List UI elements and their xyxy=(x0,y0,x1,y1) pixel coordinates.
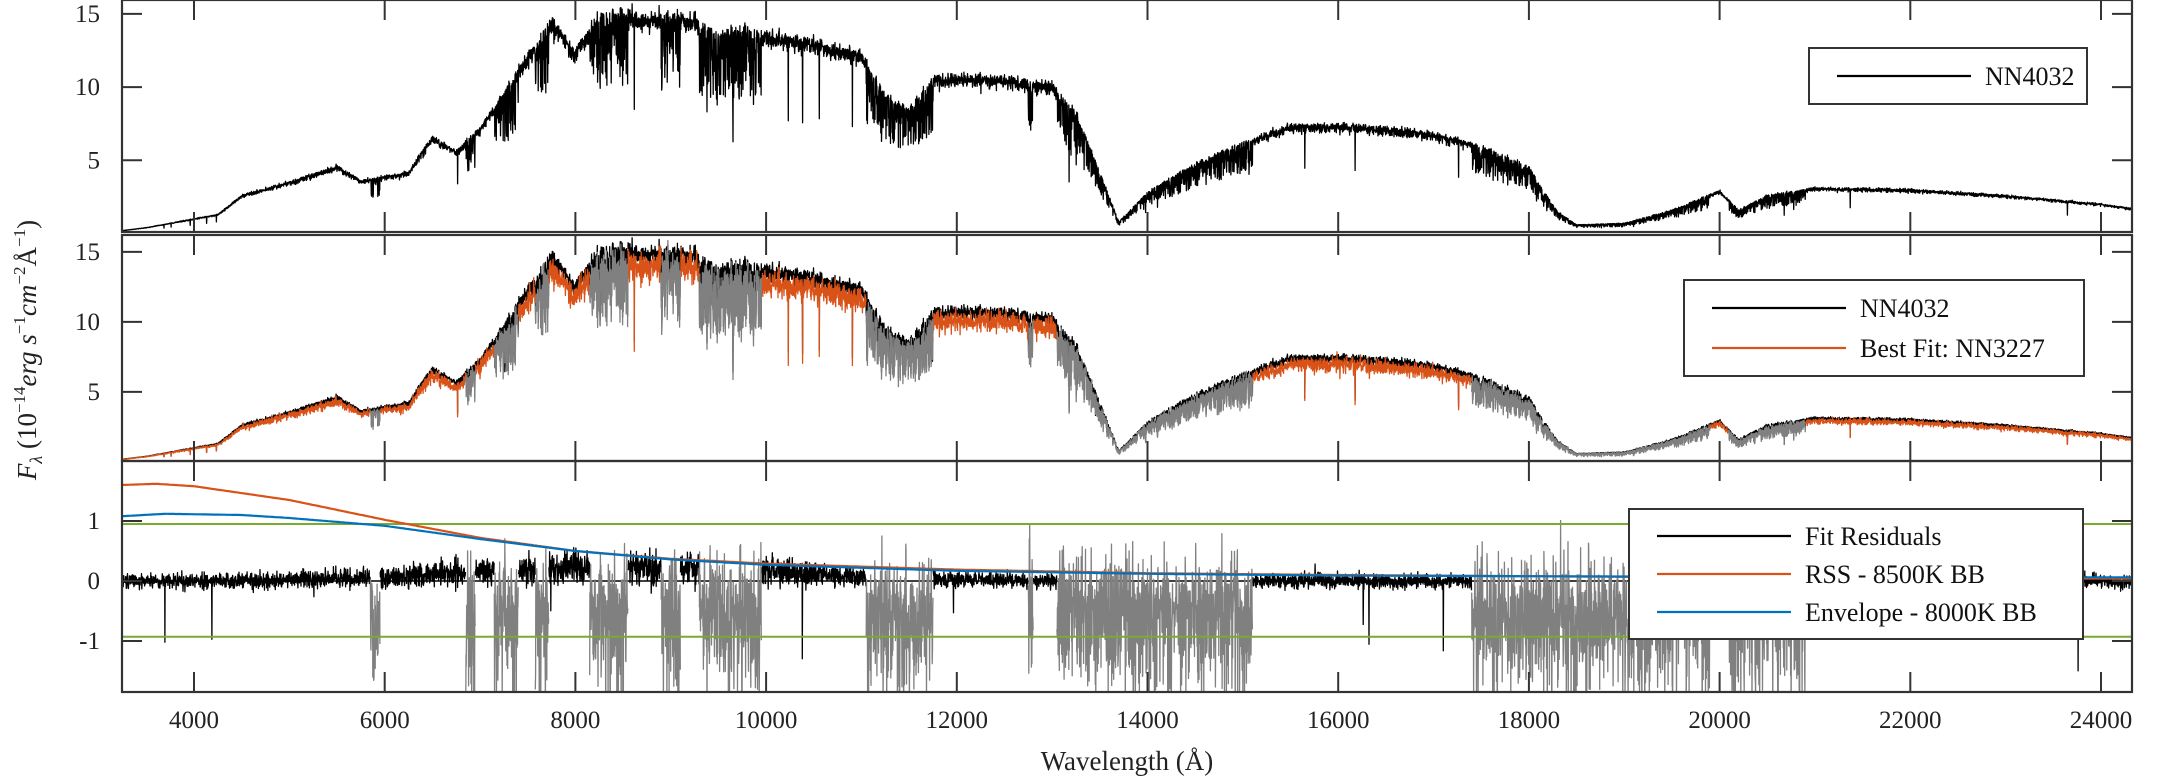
y-label-open: (10 xyxy=(12,413,42,456)
series-line-nn4032 xyxy=(122,3,2132,232)
y-label-exp1: −14 xyxy=(10,386,29,413)
x-tick-label: 16000 xyxy=(1307,707,1370,734)
x-tick-label: 4000 xyxy=(169,707,219,734)
series-line-best-fit-nn3227 xyxy=(379,369,467,418)
x-tick-label: 24000 xyxy=(2070,707,2133,734)
x-tick-label: 12000 xyxy=(926,707,989,734)
y-tick-label: 5 xyxy=(88,147,101,174)
y-tick-label: 0 xyxy=(88,568,101,595)
legend-box xyxy=(1683,279,2085,377)
series-line-best-fit-nn3227 xyxy=(1251,351,1473,411)
legend-label: NN4032 xyxy=(1985,62,2075,91)
y-tick-label: 10 xyxy=(75,309,100,336)
x-tick-label: 8000 xyxy=(550,707,600,734)
y-label-f: F xyxy=(12,463,42,481)
y-tick-label: 15 xyxy=(75,1,100,28)
series-line-best-fit-nn3227 xyxy=(1032,315,1058,343)
x-tick-label: 18000 xyxy=(1498,707,1561,734)
y-label-close: ) xyxy=(12,220,42,229)
series-line-masked-region xyxy=(698,261,762,381)
series-line-fit-residuals xyxy=(379,553,467,593)
legend-label: NN4032 xyxy=(1860,294,1950,323)
y-label-exp2: −1 xyxy=(10,316,29,334)
series-line-masked-region xyxy=(534,262,550,336)
series-line-masked-residuals xyxy=(589,542,629,692)
series-line-masked-residuals xyxy=(698,541,762,692)
series-line-fit-residuals xyxy=(548,547,591,612)
series-line-masked-residuals xyxy=(865,535,934,692)
series-line-best-fit-nn3227 xyxy=(932,307,1029,340)
legend-label: Envelope - 8000K BB xyxy=(1805,598,2037,627)
legend-label: Fit Residuals xyxy=(1805,522,1942,551)
series-line-best-fit-nn3227 xyxy=(517,276,536,322)
series-line-masked-residuals xyxy=(534,548,550,692)
series-line-best-fit-nn3227 xyxy=(474,344,495,380)
series-line-fit-residuals xyxy=(517,549,536,589)
series-line-best-fit-nn3227 xyxy=(548,258,591,309)
series-line-masked-residuals xyxy=(369,579,381,682)
series-line-masked-region xyxy=(369,408,381,430)
series-line-masked-region xyxy=(660,239,681,336)
series-line-masked-residuals xyxy=(660,549,681,692)
y-label-erg: erg s xyxy=(12,334,42,386)
series-line-masked-residuals xyxy=(493,538,519,692)
y-label-sub: λ xyxy=(26,456,46,465)
x-tick-label: 22000 xyxy=(1879,707,1942,734)
fit-panel-marks xyxy=(122,237,2132,461)
series-line-masked-residuals xyxy=(465,550,476,692)
series-line-masked-region xyxy=(1056,327,1254,455)
legends: NN4032 NN4032 Best Fit: NN3227 Fit Residual… xyxy=(1628,47,2088,640)
series-line-masked-residuals xyxy=(1056,533,1254,692)
legend-fit: NN4032 Best Fit: NN3227 xyxy=(1683,279,2085,377)
series-line-best-fit-nn3227 xyxy=(122,395,371,461)
y-tick-label: 1 xyxy=(88,508,101,535)
series-line-masked-region xyxy=(1027,320,1034,368)
series-line-masked-region xyxy=(465,366,476,406)
y-tick-label: 15 xyxy=(75,239,100,266)
axes-frame xyxy=(120,0,2134,234)
y-label-ang: Å xyxy=(12,247,42,267)
series-line-fit-residuals xyxy=(1032,571,1058,591)
series-line-best-fit-nn3227 xyxy=(1709,420,1730,434)
x-tick-label: 20000 xyxy=(1688,707,1751,734)
series-line-fit-residuals xyxy=(474,558,495,589)
series-line-masked-region xyxy=(1728,419,1807,448)
series-line-masked-residuals xyxy=(1027,523,1034,674)
legend-label: RSS - 8500K BB xyxy=(1805,560,1985,589)
axes-frame xyxy=(120,459,2134,694)
series-line-masked-region xyxy=(865,302,934,388)
legend-observed: NN4032 xyxy=(1808,47,2088,105)
x-tick-label: 6000 xyxy=(360,707,410,734)
series-line-masked-region xyxy=(1471,375,1711,458)
series-line-best-fit-nn3227 xyxy=(679,246,700,286)
y-label-exp3: −2 xyxy=(10,267,29,285)
x-axis-label: Wavelength (Å) xyxy=(1041,746,1214,776)
y-tick-label: -1 xyxy=(79,628,100,655)
series-line-fit-residuals xyxy=(679,551,700,593)
legend-residuals: Fit Residuals RSS - 8500K BB Envelope - 80… xyxy=(1628,508,2084,640)
observed-panel-marks xyxy=(122,3,2132,232)
series-line-fit-residuals xyxy=(122,565,371,643)
x-tick-label: 14000 xyxy=(1116,707,1179,734)
plot-marks xyxy=(122,3,2132,692)
y-label-cm: cm xyxy=(12,285,42,316)
series-line-masked-region xyxy=(493,305,519,380)
series-line-best-fit-nn3227 xyxy=(760,267,867,367)
x-tick-label: 10000 xyxy=(735,707,798,734)
y-axis-label: Fλ (10−14erg s−1cm−2Å−1) xyxy=(10,220,46,481)
series-line-fit-residuals xyxy=(932,569,1029,614)
series-line-fit-residuals xyxy=(760,552,867,660)
legend-label: Best Fit: NN3227 xyxy=(1860,334,2045,363)
y-label-exp4: −1 xyxy=(10,229,29,247)
y-tick-label: 5 xyxy=(88,379,101,406)
series-line-best-fit-nn3227 xyxy=(1805,416,2132,446)
series-line-best-fit-nn3227 xyxy=(627,245,662,352)
series-line-fit-residuals xyxy=(627,547,662,594)
series-line-masked-region xyxy=(589,243,629,329)
y-tick-label: 10 xyxy=(75,74,100,101)
